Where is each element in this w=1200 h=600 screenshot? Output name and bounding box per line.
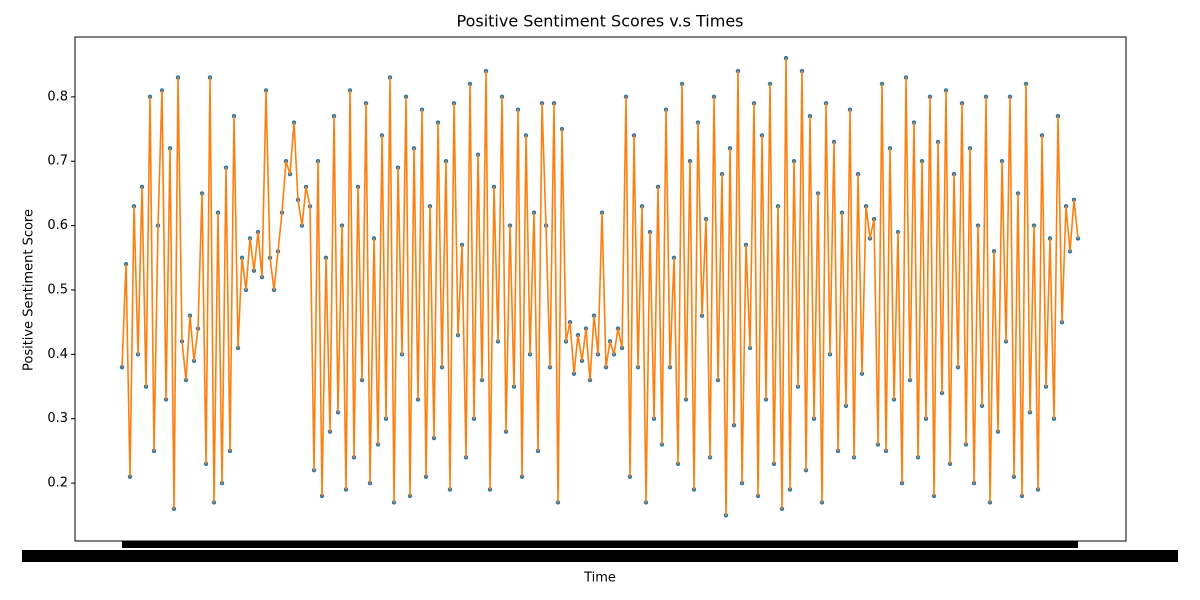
y-tick-label: 0.8 [47,89,68,104]
x-axis-label: Time [583,571,616,586]
y-tick-label: 0.7 [47,154,68,169]
y-tick-label: 0.2 [47,476,68,491]
y-tick-label: 0.3 [47,411,68,426]
x-tick-band [122,541,1078,548]
plot-area [119,56,1081,518]
line [121,57,1079,517]
y-axis-label: Positive Sentiment Score [22,209,37,371]
y-tick-label: 0.5 [47,282,68,297]
marker [119,365,125,370]
axes-frame [74,36,1127,542]
x-tick-label-blob [22,550,1178,562]
y-tick-label: 0.4 [47,347,68,362]
chart-title: Positive Sentiment Scores v.s Times [456,12,743,31]
y-tick-label: 0.6 [47,218,68,233]
